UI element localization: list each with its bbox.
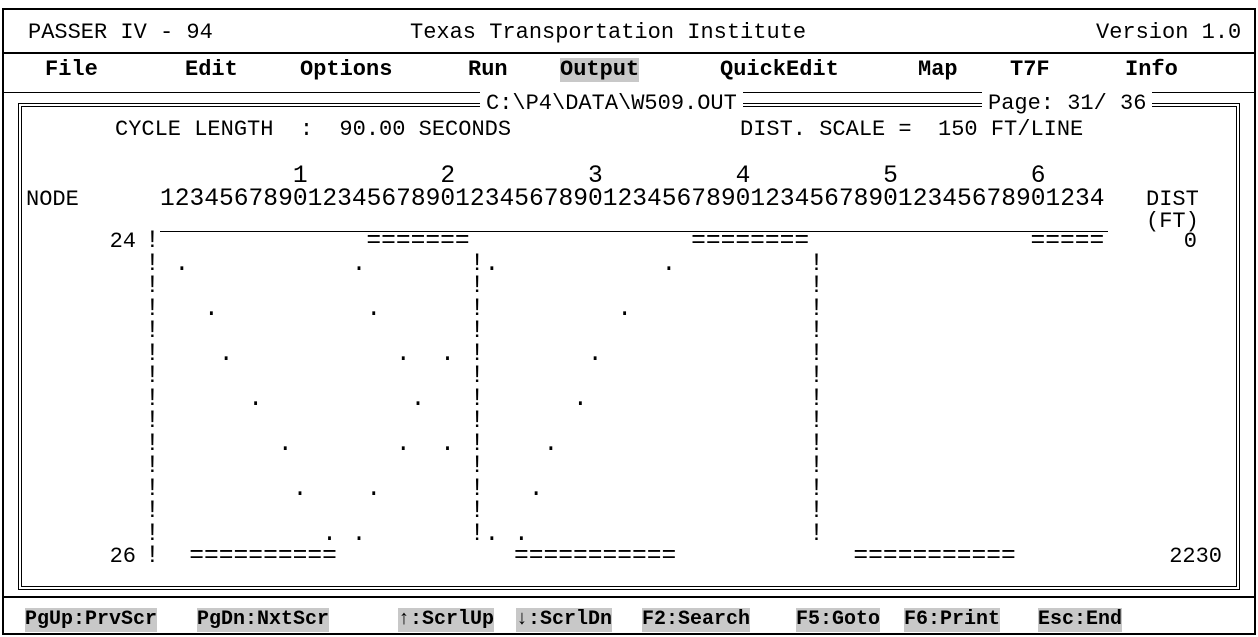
dist-header: DIST bbox=[1146, 187, 1199, 212]
scale-units: 1234567890123456789012345678901234567890… bbox=[160, 186, 1105, 213]
plot-row: ! ! ! bbox=[145, 273, 824, 300]
window-file: C:\P4\DATA\W509.OUT bbox=[480, 92, 743, 116]
status-key[interactable]: PgDn:NxtScr bbox=[197, 608, 330, 632]
menu-item[interactable]: Map bbox=[918, 57, 958, 82]
app-title: PASSER IV - 94 bbox=[28, 20, 213, 45]
plot-row: ! ! ! bbox=[145, 363, 824, 390]
bottom-node: 26 bbox=[109, 544, 136, 569]
plot-row: ! ! ! bbox=[145, 498, 824, 525]
title-separator bbox=[2, 52, 1256, 54]
plot-row: ! . . ! . ! bbox=[145, 295, 824, 323]
plot-row: ! ! ! bbox=[145, 318, 824, 345]
status-key[interactable]: Esc:End bbox=[1038, 608, 1123, 632]
menu-item[interactable]: T7F bbox=[1010, 57, 1050, 82]
org-title: Texas Transportation Institute bbox=[410, 20, 807, 45]
menu-item[interactable]: Run bbox=[468, 57, 508, 82]
status-key[interactable]: PgUp:PrvScr bbox=[25, 608, 158, 632]
menu-item[interactable]: Options bbox=[300, 57, 393, 82]
plot-row: ! ! ! bbox=[145, 408, 824, 435]
plot-row: ! . . ! . ! bbox=[145, 475, 824, 503]
status-separator bbox=[2, 596, 1256, 598]
status-key[interactable]: F6:Print bbox=[904, 608, 1001, 632]
status-key[interactable]: ↑:ScrlUp bbox=[398, 608, 495, 632]
dist-scale: DIST. SCALE = 150 FT/LINE bbox=[740, 117, 1084, 142]
plot-row: ! ! ! bbox=[145, 453, 824, 480]
top-node: 24 bbox=[109, 229, 136, 254]
plot-row: ! . . !. . ! bbox=[145, 250, 824, 278]
plot-row: ! ========== =========== =========== bbox=[145, 543, 1016, 570]
node-header: NODE bbox=[26, 187, 79, 212]
status-key[interactable]: F5:Goto bbox=[796, 608, 881, 632]
top-dist: 0 bbox=[1183, 229, 1197, 254]
plot-row: ! . . !. . ! bbox=[145, 520, 824, 548]
menu-item[interactable]: Output bbox=[560, 57, 640, 82]
plot-row: ! . . . ! . ! bbox=[145, 430, 824, 458]
menu-item[interactable]: File bbox=[45, 57, 98, 82]
plot-row: ! ======= ======== ===== bbox=[145, 228, 1105, 255]
dist-unit: (FT) bbox=[1146, 209, 1199, 234]
cycle-length: CYCLE LENGTH : 90.00 SECONDS bbox=[115, 117, 512, 142]
menu-item[interactable]: QuickEdit bbox=[720, 57, 839, 82]
plot-row: ! . . ! . ! bbox=[145, 385, 824, 413]
plot-top-line bbox=[160, 231, 1108, 232]
status-key[interactable]: ↓:ScrlDn bbox=[516, 608, 613, 632]
bottom-dist: 2230 bbox=[1169, 544, 1222, 569]
status-key[interactable]: F2:Search bbox=[642, 608, 751, 632]
scale-tens: 1 2 3 4 5 6 bbox=[160, 163, 1046, 190]
plot-row: ! . . . ! . ! bbox=[145, 340, 824, 368]
menu-item[interactable]: Edit bbox=[185, 57, 238, 82]
window-page: Page: 31/ 36 bbox=[982, 92, 1153, 116]
menu-item[interactable]: Info bbox=[1125, 57, 1178, 82]
version: Version 1.0 bbox=[1096, 20, 1242, 45]
outer-frame bbox=[2, 8, 1256, 635]
